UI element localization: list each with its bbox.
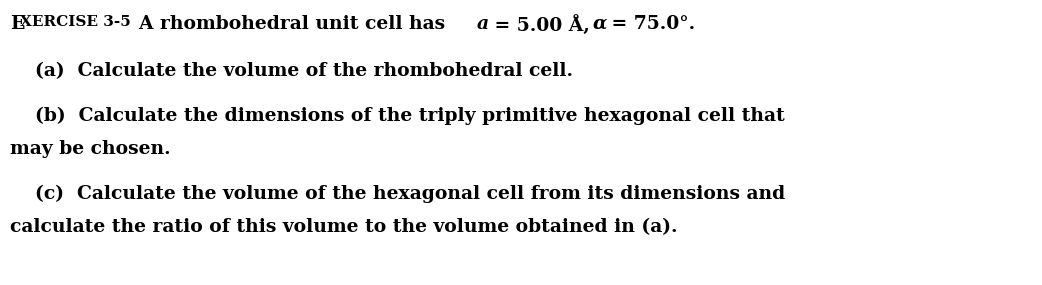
Text: XERCISE 3-5: XERCISE 3-5 (20, 15, 130, 29)
Text: A rhombohedral unit cell has: A rhombohedral unit cell has (113, 15, 451, 33)
Text: calculate the ratio of this volume to the volume obtained in (a).: calculate the ratio of this volume to th… (10, 218, 677, 236)
Text: (c)  Calculate the volume of the hexagonal cell from its dimensions and: (c) Calculate the volume of the hexagona… (35, 185, 786, 203)
Text: a: a (477, 15, 489, 33)
Text: E: E (10, 15, 24, 33)
Text: = 5.00 Å,: = 5.00 Å, (488, 15, 596, 35)
Text: = 75.0°.: = 75.0°. (605, 15, 695, 33)
Text: may be chosen.: may be chosen. (10, 140, 171, 158)
Text: α: α (593, 15, 607, 33)
Text: (b)  Calculate the dimensions of the triply primitive hexagonal cell that: (b) Calculate the dimensions of the trip… (35, 107, 785, 125)
Text: (a)  Calculate the volume of the rhombohedral cell.: (a) Calculate the volume of the rhombohe… (35, 62, 573, 80)
